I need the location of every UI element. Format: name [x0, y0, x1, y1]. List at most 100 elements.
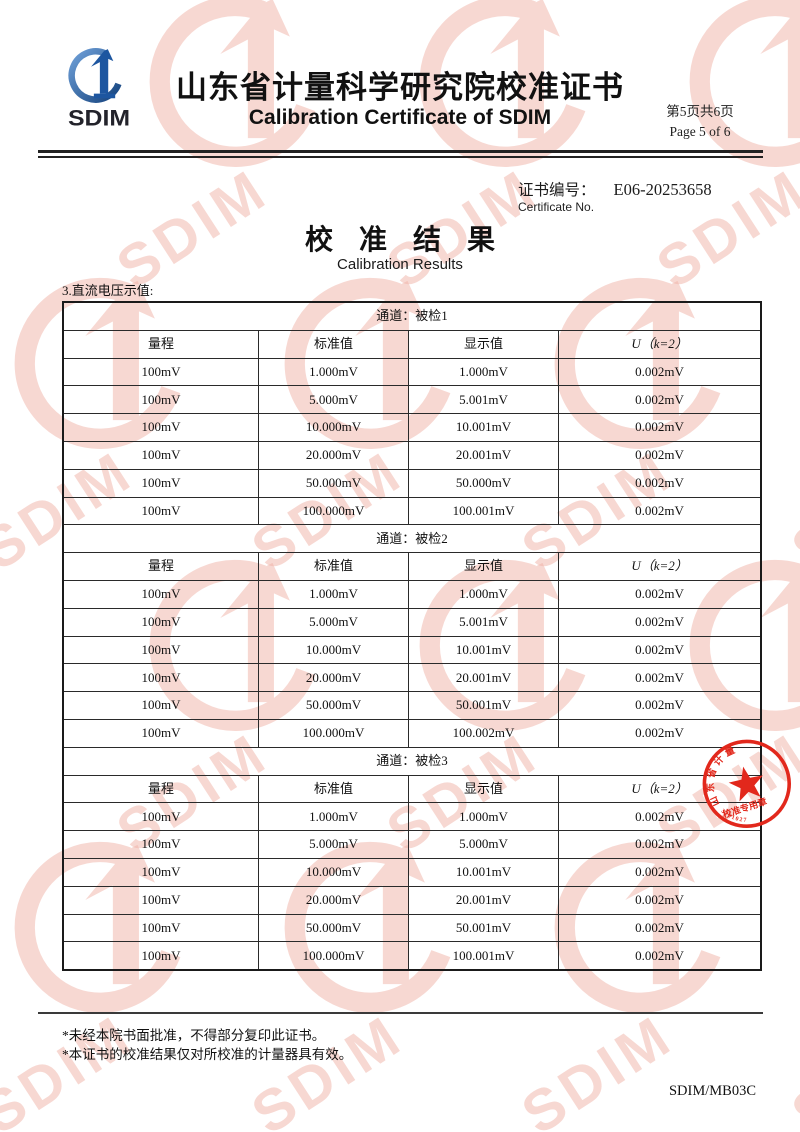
table-row: 100mV 5.000mV 5.001mV 0.002mV — [62, 385, 762, 415]
page-indicator: 第5页共6页 Page 5 of 6 — [630, 102, 770, 141]
data-cell: 100mV — [62, 913, 259, 943]
data-cell: 100mV — [62, 496, 259, 526]
table-row: 100mV 50.000mV 50.000mV 0.002mV — [62, 468, 762, 498]
page-indicator-zh: 第5页共6页 — [666, 104, 734, 119]
data-cell: 10.001mV — [407, 413, 560, 442]
column-header-cell: 显示值 — [407, 552, 560, 581]
table-row: 100mV 1.000mV 1.000mV 0.002mV — [62, 357, 762, 387]
data-cell: 1.000mV — [407, 357, 560, 387]
results-title-en: Calibration Results — [337, 256, 463, 273]
data-cell: 100mV — [62, 802, 259, 832]
column-header-cell: U（k=2） — [558, 774, 762, 804]
data-cell: 100mV — [62, 857, 259, 887]
data-cell: 0.002mV — [558, 802, 762, 832]
column-header-cell: 显示值 — [407, 329, 560, 359]
data-cell: 1.000mV — [407, 802, 560, 832]
column-header-cell: 显示值 — [407, 774, 560, 804]
footer-notes: *未经本院书面批准，不得部分复印此证书。 *本证书的校准结果仅对所校准的计量器具… — [62, 1026, 352, 1064]
data-cell: 100.002mV — [407, 718, 560, 748]
data-cell: 50.000mV — [257, 691, 410, 720]
data-cell: 5.000mV — [407, 830, 560, 859]
data-cell: 0.002mV — [558, 941, 762, 971]
data-cell: 10.001mV — [407, 857, 560, 887]
data-cell: 100mV — [62, 357, 259, 387]
data-cell: 100.001mV — [407, 941, 560, 971]
column-header-cell: 标准值 — [257, 329, 410, 359]
page-indicator-en: Page 5 of 6 — [669, 123, 731, 139]
data-cell: 10.000mV — [257, 413, 410, 442]
data-cell: 0.002mV — [558, 579, 762, 609]
data-cell: 20.000mV — [257, 885, 410, 915]
certificate-number-label-en: Certificate No. — [518, 200, 595, 214]
footer-note: *本证书的校准结果仅对所校准的计量器具有效。 — [62, 1047, 353, 1062]
results-table: 通道：被检1 量程 标准值 显示值 U（k=2） 100mV 1.000mV 1.000mV 0… — [62, 301, 762, 972]
header-divider — [38, 150, 763, 158]
table-row: 100mV 20.000mV 20.001mV 0.002mV — [62, 663, 762, 693]
data-cell: 100mV — [62, 413, 259, 442]
section-label: 3.直流电压示值: — [62, 283, 154, 298]
data-cell: 100mV — [62, 718, 259, 748]
data-cell: 50.000mV — [257, 913, 410, 943]
table-row: 100mV 100.000mV 100.001mV 0.002mV — [62, 496, 762, 526]
data-cell: 20.000mV — [257, 440, 410, 470]
table-row: 100mV 5.000mV 5.000mV 0.002mV — [62, 830, 762, 859]
table-row: 100mV 5.000mV 5.001mV 0.002mV — [62, 607, 762, 637]
data-cell: 50.001mV — [407, 691, 560, 720]
table-row: 100mV 50.000mV 50.001mV 0.002mV — [62, 913, 762, 943]
column-header-cell: 标准值 — [257, 774, 410, 804]
data-cell: 100.000mV — [257, 718, 410, 748]
column-header-cell: 量程 — [62, 774, 259, 804]
data-cell: 100.000mV — [257, 496, 410, 526]
data-cell: 0.002mV — [558, 496, 762, 526]
table-row: 100mV 10.000mV 10.001mV 0.002mV — [62, 857, 762, 887]
column-header-cell: 量程 — [62, 552, 259, 581]
data-cell: 50.000mV — [257, 468, 410, 498]
data-cell: 0.002mV — [558, 440, 762, 470]
data-cell: 5.001mV — [407, 607, 560, 637]
column-header-cell: U（k=2） — [558, 552, 762, 581]
data-cell: 0.002mV — [558, 635, 762, 665]
footer-divider — [38, 1012, 763, 1014]
data-cell: 1.000mV — [257, 357, 410, 387]
document-code: SDIM/MB03C — [668, 1083, 756, 1099]
certificate-number-value: E06-20253658 — [613, 180, 712, 199]
channel-header-cell: 通道：被检1 — [62, 301, 762, 331]
column-header-cell: 标准值 — [257, 552, 410, 581]
data-cell: 50.001mV — [407, 913, 560, 943]
table-row: 100mV 1.000mV 1.000mV 0.002mV — [62, 579, 762, 609]
table-row: 100mV 50.000mV 50.001mV 0.002mV — [62, 691, 762, 720]
channel-header-cell: 通道：被检3 — [62, 746, 762, 776]
data-cell: 20.001mV — [407, 885, 560, 915]
footer-note: *未经本院书面批准，不得部分复印此证书。 — [62, 1028, 326, 1043]
data-cell: 100mV — [62, 691, 259, 720]
data-cell: 100mV — [62, 607, 259, 637]
data-cell: 100mV — [62, 941, 259, 971]
data-cell: 100mV — [62, 885, 259, 915]
table-row: 100mV 20.000mV 20.001mV 0.002mV — [62, 440, 762, 470]
data-cell: 100mV — [62, 830, 259, 859]
table-row: 100mV 1.000mV 1.000mV 0.002mV — [62, 802, 762, 832]
table-row: 100mV 10.000mV 10.001mV 0.002mV — [62, 635, 762, 665]
data-cell: 0.002mV — [558, 607, 762, 637]
table-row: 100mV 10.000mV 10.001mV 0.002mV — [62, 413, 762, 442]
data-cell: 100.001mV — [407, 496, 560, 526]
data-cell: 1.000mV — [257, 579, 410, 609]
data-cell: 0.002mV — [558, 913, 762, 943]
data-cell: 10.000mV — [257, 857, 410, 887]
data-cell: 100mV — [62, 385, 259, 415]
data-cell: 0.002mV — [558, 718, 762, 748]
data-cell: 100mV — [62, 468, 259, 498]
data-cell: 10.001mV — [407, 635, 560, 665]
data-cell: 0.002mV — [558, 468, 762, 498]
data-cell: 100.000mV — [257, 941, 410, 971]
data-cell: 5.000mV — [257, 830, 410, 859]
data-cell: 100mV — [62, 635, 259, 665]
data-cell: 50.000mV — [407, 468, 560, 498]
results-title-zh: 校准结果 — [304, 224, 521, 255]
channel-header-cell: 通道：被检2 — [62, 524, 762, 554]
data-cell: 0.002mV — [558, 357, 762, 387]
data-cell: 0.002mV — [558, 691, 762, 720]
column-header-cell: U（k=2） — [558, 329, 762, 359]
